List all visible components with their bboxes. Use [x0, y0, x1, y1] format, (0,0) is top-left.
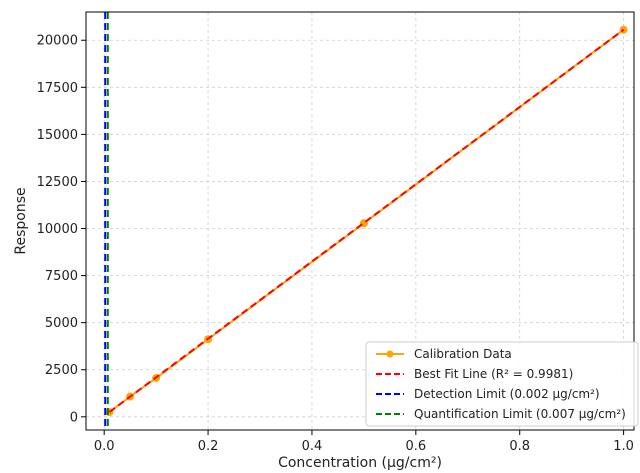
x-axis-title: Concentration (µg/cm²)	[278, 455, 442, 471]
plot-area	[104, 12, 628, 430]
y-tick-label: 2500	[45, 363, 78, 378]
legend-marker-0	[386, 350, 394, 358]
legend-label-1: Best Fit Line (R² = 0.9981)	[414, 367, 573, 381]
y-tick-label: 7500	[45, 269, 78, 284]
x-tick-label: 0.8	[509, 439, 530, 454]
x-tick-label: 1.0	[613, 439, 634, 454]
legend: Calibration Data Best Fit Line (R² = 0.99…	[365, 341, 639, 427]
series-1-line	[108, 28, 625, 413]
y-tick-label: 15000	[37, 128, 78, 143]
legend-label-2: Detection Limit (0.002 µg/cm²)	[414, 387, 600, 401]
x-tick-label: 0.6	[405, 439, 426, 454]
y-tick-label: 20000	[37, 34, 78, 49]
y-tick-label: 17500	[37, 81, 78, 96]
x-tick-label: 0.2	[198, 439, 219, 454]
y-tick-label: 5000	[45, 316, 78, 331]
axis-ticks: 0.0 0.2 0.4 0.6 0.8 1.0 0 2500 5000 7500 10000 1250…	[37, 34, 634, 454]
x-tick-label: 0.4	[302, 439, 323, 454]
legend-label-0: Calibration Data	[414, 347, 512, 361]
x-tick-label: 0.0	[94, 439, 115, 454]
y-tick-label: 0	[70, 410, 78, 425]
legend-box	[365, 341, 639, 427]
axes-frame	[85, 11, 635, 431]
legend-label-3: Quantification Limit (0.007 µg/cm²)	[414, 407, 626, 421]
y-axis-title: Response	[13, 187, 29, 254]
y-tick-label: 12500	[37, 175, 78, 190]
y-tick-label: 10000	[37, 222, 78, 237]
